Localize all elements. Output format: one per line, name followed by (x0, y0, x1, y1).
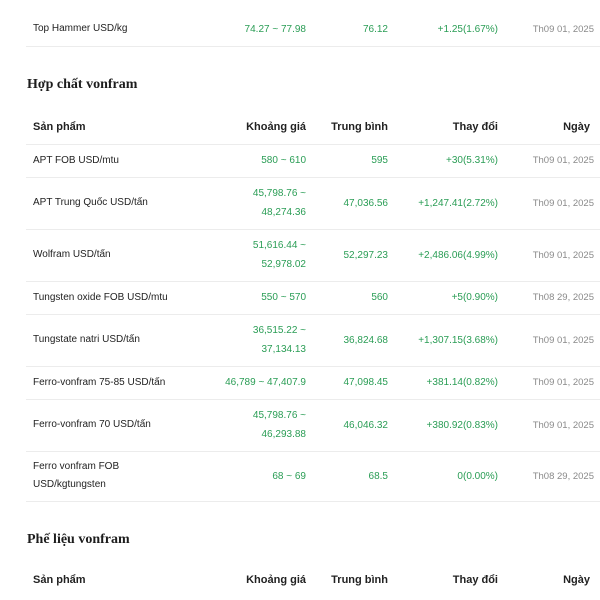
price-change: 0(0.00%) (457, 470, 498, 482)
price-date: Th09 01, 2025 (532, 377, 594, 388)
price-date: Th08 29, 2025 (532, 470, 594, 482)
price-range-line: 550 ~ 570 (261, 292, 306, 303)
table-header-scrap: Sản phẩm Khoảng giá Trung bình Thay đổi … (26, 563, 600, 597)
price-average: 595 (371, 155, 388, 166)
price-average: 76.12 (362, 23, 388, 35)
price-range: 45,798.76 ~ 46,293.88 (206, 399, 306, 451)
price-average: 560 (371, 292, 388, 303)
price-date: Th09 01, 2025 (532, 419, 594, 431)
table-row[interactable]: Wolfram USD/tấn 51,616.44 ~ 52,978.02 52,29… (26, 229, 600, 282)
price-average: 46,046.32 (343, 419, 389, 431)
price-average: 36,824.68 (343, 334, 389, 346)
price-change: +30(5.31%) (446, 155, 498, 166)
price-range: 36,515.22 ~ 37,134.13 (206, 314, 306, 366)
table-row[interactable]: Ferro vonfram FOB USD/kgtungsten 68 ~ 69 68… (26, 451, 600, 502)
product-name: Ferro-vonfram 75-85 USD/tấn (33, 366, 213, 399)
table-row[interactable]: APT FOB USD/mtu 580 ~ 610 595 +30(5.31%) Th0… (26, 144, 600, 178)
table-header-compounds: Sản phẩm Khoảng giá Trung bình Thay đổi … (26, 110, 600, 145)
price-change: +2,486.06(4.99%) (418, 249, 498, 261)
product-name: Wolfram USD/tấn (33, 229, 213, 281)
price-average: 47,036.56 (343, 197, 389, 209)
price-date: Th09 01, 2025 (532, 334, 594, 346)
price-range: 68 ~ 69 (206, 451, 306, 501)
product-name-line: Tungstate natri USD/tấn (33, 334, 140, 345)
header-change: Thay đổi (452, 574, 498, 586)
product-name: Tungstate natri USD/tấn (33, 314, 213, 366)
price-range-line: 37,134.13 (261, 344, 307, 355)
price-range-line: 45,798.76 ~ (252, 188, 306, 199)
price-range-line: 51,616.44 ~ (252, 240, 306, 251)
product-name-line: APT Trung Quốc USD/tấn (33, 197, 148, 208)
header-average: Trung bình (331, 121, 388, 133)
price-range-line: 68 ~ 69 (272, 470, 306, 482)
price-range-line: 46,789 ~ 47,407.9 (225, 377, 306, 388)
product-name-line: Tungsten oxide FOB USD/mtu (33, 291, 168, 303)
product-name-line: USD/kgtungsten (33, 479, 106, 490)
product-name: Ferro-vonfram 70 USD/tấn (33, 399, 213, 451)
price-range: 580 ~ 610 (206, 144, 306, 177)
product-name: Tungsten oxide FOB USD/mtu (33, 281, 213, 314)
price-change: +380.92(0.83%) (426, 419, 498, 431)
header-range: Khoảng giá (246, 120, 306, 133)
price-date: Th09 01, 2025 (532, 249, 594, 261)
price-range-line: 46,293.88 (261, 429, 307, 440)
price-range: 46,789 ~ 47,407.9 (206, 366, 306, 399)
price-date: Th09 01, 2025 (532, 23, 594, 35)
product-name-line: Ferro-vonfram 75-85 USD/tấn (33, 376, 166, 388)
price-average: 52,297.23 (343, 249, 389, 261)
price-range-line: 52,978.02 (261, 259, 307, 270)
price-range-line: 36,515.22 ~ (252, 325, 306, 336)
table-row[interactable]: Ferro-vonfram 75-85 USD/tấn 46,789 ~ 47,4… (26, 366, 600, 400)
table-row[interactable]: Ferro-vonfram 70 USD/tấn 45,798.76 ~ 46,29… (26, 399, 600, 452)
header-average: Trung bình (331, 574, 388, 586)
price-range: 45,798.76 ~ 48,274.36 (206, 177, 306, 229)
header-product: Sản phẩm (33, 574, 86, 586)
product-name-line: APT FOB USD/mtu (33, 154, 119, 166)
price-change: +381.14(0.82%) (426, 377, 498, 388)
header-range: Khoảng giá (246, 573, 306, 586)
price-average: 68.5 (368, 470, 388, 482)
price-date: Th08 29, 2025 (532, 292, 594, 303)
product-name: APT Trung Quốc USD/tấn (33, 177, 213, 229)
price-change: +1,307.15(3.68%) (418, 334, 498, 346)
product-name: Ferro vonfram FOB USD/kgtungsten (33, 451, 213, 501)
product-name: Top Hammer USD/kg (33, 23, 128, 34)
section-title-scrap: Phế liệu vonfram (27, 532, 130, 547)
price-range: 550 ~ 570 (206, 281, 306, 314)
price-date: Th09 01, 2025 (532, 197, 594, 209)
price-range: 74.27 ~ 77.98 (244, 23, 306, 35)
table-row-top-hammer[interactable]: Top Hammer USD/kg 74.27 ~ 77.98 76.12 +1… (26, 12, 600, 47)
product-name-line: Ferro vonfram FOB (33, 461, 120, 472)
product-name-line: Ferro-vonfram 70 USD/tấn (33, 419, 151, 430)
table-row[interactable]: Tungsten oxide FOB USD/mtu 550 ~ 570 560 +5… (26, 281, 600, 315)
table-row[interactable]: Tungstate natri USD/tấn 36,515.22 ~ 37,134… (26, 314, 600, 367)
table-row[interactable]: APT Trung Quốc USD/tấn 45,798.76 ~ 48,274.… (26, 177, 600, 230)
product-name-line: Wolfram USD/tấn (33, 249, 111, 260)
price-date: Th09 01, 2025 (532, 155, 594, 166)
price-change: +5(0.90%) (451, 292, 498, 303)
price-change: +1.25(1.67%) (437, 23, 498, 35)
header-product: Sản phẩm (33, 121, 86, 133)
header-date: Ngày (563, 121, 590, 133)
product-name: APT FOB USD/mtu (33, 144, 213, 177)
header-date: Ngày (563, 574, 590, 586)
header-change: Thay đổi (452, 121, 498, 133)
section-title-compounds: Hợp chất vonfram (27, 77, 138, 92)
price-range-line: 48,274.36 (261, 207, 307, 218)
price-range-line: 45,798.76 ~ (252, 410, 306, 421)
price-range: 51,616.44 ~ 52,978.02 (206, 229, 306, 281)
price-average: 47,098.45 (343, 377, 389, 388)
price-range-line: 580 ~ 610 (261, 155, 306, 166)
price-change: +1,247.41(2.72%) (418, 197, 498, 209)
